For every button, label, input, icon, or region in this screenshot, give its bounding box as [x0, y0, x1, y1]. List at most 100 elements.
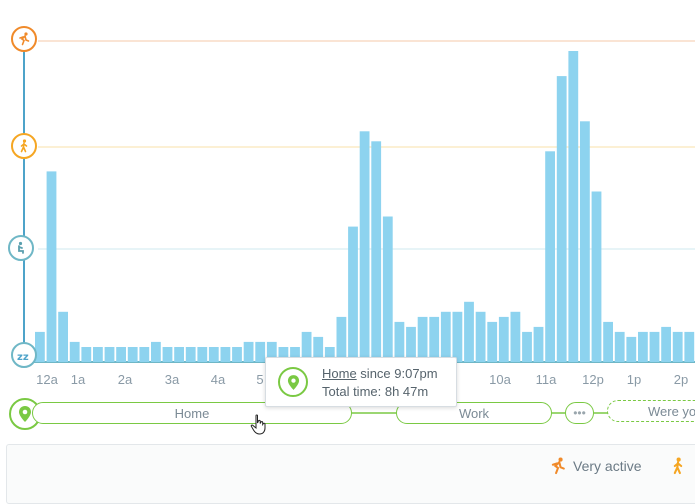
activity-bar[interactable]	[313, 336, 324, 362]
activity-bar[interactable]	[406, 326, 416, 362]
x-tick-label: 1a	[70, 372, 86, 387]
activity-bar[interactable]	[626, 336, 637, 362]
activity-bar[interactable]	[603, 321, 613, 362]
activity-bar[interactable]	[104, 347, 115, 362]
location-label: Work	[458, 405, 490, 421]
x-tick-label: 5	[256, 372, 264, 387]
activity-bar[interactable]	[232, 347, 242, 362]
tooltip-place-link[interactable]: Home	[322, 366, 357, 381]
tooltip-title: Home since 9:07pm	[322, 366, 438, 381]
more-icon: •••	[573, 406, 586, 420]
activity-bar[interactable]	[684, 331, 695, 362]
activity-bar[interactable]	[35, 331, 45, 362]
x-tick-label: 12a	[36, 372, 58, 387]
activity-bar[interactable]	[127, 347, 138, 362]
activity-bar[interactable]	[151, 341, 161, 362]
activity-bar[interactable]	[545, 151, 555, 362]
x-tick-label: 3a	[164, 372, 180, 387]
activity-bar[interactable]	[568, 51, 579, 362]
activity-bar[interactable]	[208, 347, 219, 362]
activity-bar[interactable]	[336, 316, 347, 362]
tooltip-total-time: Total time: 8h 47m	[322, 384, 429, 399]
sleep-level-icon: zz	[11, 342, 37, 368]
activity-bar[interactable]	[533, 326, 544, 362]
x-tick-label: 4a	[210, 372, 226, 387]
activity-bar[interactable]	[290, 347, 300, 362]
light-level-icon	[8, 235, 34, 261]
activity-bar[interactable]	[174, 347, 184, 362]
activity-bar[interactable]	[394, 321, 405, 362]
activity-bar[interactable]	[591, 191, 602, 363]
location-pill-home[interactable]: Home	[32, 402, 352, 424]
activity-bar[interactable]	[93, 347, 103, 362]
activity-bar[interactable]	[359, 131, 370, 362]
activity-bar[interactable]	[429, 316, 440, 362]
activity-bar[interactable]	[81, 347, 92, 362]
activity-bar[interactable]	[464, 301, 474, 362]
activity-bar[interactable]	[324, 347, 335, 362]
location-label: Were yo	[648, 403, 695, 419]
location-pill-unknown[interactable]: Were yo	[607, 400, 695, 422]
activity-bar[interactable]	[46, 171, 57, 362]
activity-bar[interactable]	[301, 331, 312, 362]
svg-text:zz: zz	[17, 352, 29, 362]
bars-group	[35, 51, 695, 363]
activity-bar[interactable]	[498, 316, 509, 362]
map-pin-icon	[19, 406, 31, 422]
activity-bar[interactable]	[162, 347, 173, 362]
activity-bar[interactable]	[185, 347, 196, 362]
activity-bar[interactable]	[649, 331, 660, 362]
activity-bar[interactable]	[278, 347, 289, 362]
activity-bar[interactable]	[255, 341, 266, 362]
map-pin-icon	[287, 374, 299, 390]
activity-bar[interactable]	[371, 141, 382, 362]
very-active-level-icon	[11, 26, 37, 52]
activity-bar[interactable]	[243, 341, 254, 362]
activity-bar[interactable]	[440, 311, 451, 362]
location-tooltip: Home since 9:07pm Total time: 8h 47m	[265, 357, 457, 407]
x-tick-label: 11a	[535, 372, 557, 387]
activity-bar[interactable]	[614, 331, 625, 362]
standing-icon	[18, 241, 24, 254]
sleep-icon: zz	[17, 352, 29, 362]
activity-bar[interactable]	[266, 341, 277, 362]
running-icon	[551, 457, 565, 475]
x-tick-label: 2a	[117, 372, 133, 387]
location-pill-more[interactable]: •••	[565, 402, 594, 424]
running-icon	[19, 32, 30, 46]
activity-bar[interactable]	[58, 311, 68, 362]
activity-bar[interactable]	[348, 226, 358, 362]
activity-bar[interactable]	[475, 311, 486, 362]
x-tick-label: 2p	[673, 372, 689, 387]
activity-bar[interactable]	[638, 331, 648, 362]
location-label: Home	[174, 405, 210, 421]
activity-bar[interactable]	[417, 316, 428, 362]
activity-bar[interactable]	[220, 347, 231, 362]
activity-bar[interactable]	[510, 311, 521, 362]
activity-bar[interactable]	[672, 331, 683, 362]
activity-bar[interactable]	[556, 76, 567, 362]
activity-bar[interactable]	[522, 331, 532, 362]
x-tick-label: 10a	[489, 372, 511, 387]
location-pill-work[interactable]: Work	[396, 402, 552, 424]
x-tick-label: 1p	[626, 372, 642, 387]
activity-bar[interactable]	[580, 121, 590, 363]
activity-bar[interactable]	[661, 326, 671, 362]
activity-bar[interactable]	[197, 347, 208, 362]
activity-bar[interactable]	[116, 347, 126, 362]
tooltip-since: since 9:07pm	[356, 366, 438, 381]
walking-icon	[673, 457, 683, 475]
walking-icon	[20, 139, 28, 153]
legend-very-active-label: Very active	[573, 458, 642, 474]
activity-legend: Very active	[6, 444, 695, 504]
activity-bar[interactable]	[382, 216, 393, 363]
tooltip-pin-badge	[278, 367, 308, 397]
activity-bar[interactable]	[452, 311, 463, 362]
activity-bar[interactable]	[487, 321, 498, 362]
hand-cursor-icon	[250, 414, 266, 435]
activity-bar[interactable]	[139, 347, 150, 362]
activity-bar[interactable]	[69, 341, 80, 362]
active-level-icon	[11, 133, 37, 159]
